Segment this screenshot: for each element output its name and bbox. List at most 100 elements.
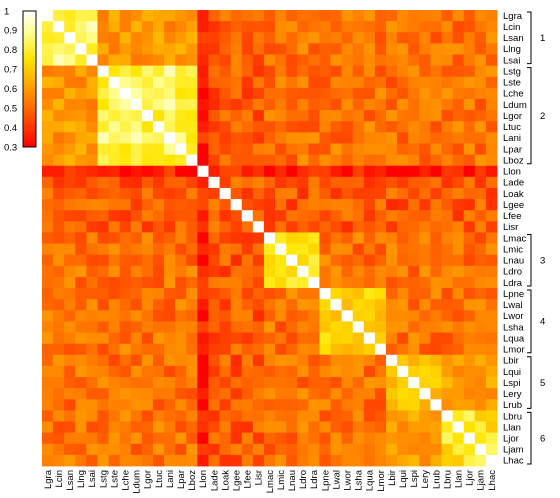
heatmap-cell xyxy=(485,165,498,178)
heatmap-cell xyxy=(186,365,198,378)
heatmap-cell xyxy=(97,399,109,411)
heatmap-cell xyxy=(164,43,176,55)
heatmap-cell xyxy=(130,199,143,211)
heatmap-cell xyxy=(230,10,243,22)
heatmap-cell xyxy=(441,388,454,400)
heatmap-cell xyxy=(386,276,398,289)
heatmap-cell xyxy=(352,365,365,378)
heatmap-cell xyxy=(130,187,143,200)
heatmap-cell xyxy=(485,154,498,167)
heatmap-cell xyxy=(463,187,476,200)
heatmap-cell xyxy=(452,410,465,422)
heatmap-cell xyxy=(108,432,121,445)
row-label: Lmor xyxy=(503,345,525,356)
heatmap-cell xyxy=(286,32,298,44)
heatmap-cell xyxy=(463,232,476,244)
heatmap-cell xyxy=(219,187,232,200)
heatmap-cell xyxy=(330,65,343,78)
heatmap-cell xyxy=(474,76,487,89)
heatmap-cell xyxy=(108,299,121,311)
heatmap-cell xyxy=(430,243,442,256)
heatmap-cell xyxy=(408,199,420,211)
heatmap-cell xyxy=(75,410,87,422)
heatmap-cell xyxy=(152,443,165,456)
heatmap-cell xyxy=(42,310,54,322)
heatmap-cell xyxy=(286,410,298,422)
heatmap-cell xyxy=(474,454,487,467)
heatmap-cell xyxy=(252,176,265,189)
heatmap-cell xyxy=(485,432,498,445)
heatmap-cell xyxy=(275,54,287,67)
heatmap-cell xyxy=(130,143,143,155)
heatmap-cell xyxy=(230,221,243,233)
heatmap-cell xyxy=(363,232,376,244)
row-label: Lisr xyxy=(503,222,518,233)
heatmap-cell xyxy=(186,254,198,267)
column-label: Lwal xyxy=(331,470,342,490)
heatmap-cell xyxy=(308,399,320,411)
heatmap-cell xyxy=(197,310,209,322)
heatmap-cell xyxy=(64,32,76,44)
heatmap-cell xyxy=(275,65,287,78)
heatmap-cell xyxy=(75,232,87,244)
heatmap-cell xyxy=(474,187,487,200)
heatmap-cell xyxy=(441,221,454,233)
heatmap-cell xyxy=(42,388,54,400)
heatmap-cell xyxy=(108,310,121,322)
heatmap-cell xyxy=(141,432,154,445)
column-label: Lgee xyxy=(232,470,243,491)
heatmap-cell xyxy=(397,365,409,378)
heatmap-cell xyxy=(352,76,365,89)
heatmap-cell xyxy=(319,221,331,233)
heatmap-cell xyxy=(408,87,420,100)
heatmap-cell xyxy=(241,432,254,445)
heatmap-cell xyxy=(308,154,320,167)
heatmap-cell xyxy=(363,165,376,178)
heatmap-cell xyxy=(330,21,343,33)
row-label: Lmic xyxy=(503,244,523,255)
heatmap-cell xyxy=(141,165,154,178)
column-label: Lade xyxy=(209,470,220,491)
heatmap-cell xyxy=(119,243,132,256)
heatmap-cell xyxy=(64,265,76,278)
heatmap-cell xyxy=(230,410,243,422)
heatmap-cell xyxy=(86,254,98,267)
heatmap-cell xyxy=(408,288,420,300)
heatmap-cell xyxy=(241,154,254,167)
heatmap-cell xyxy=(374,43,387,55)
heatmap-cell xyxy=(485,365,498,378)
heatmap-cell xyxy=(219,76,232,89)
heatmap-cell xyxy=(219,210,232,222)
heatmap-cell xyxy=(286,299,298,311)
heatmap-cell xyxy=(397,310,409,322)
heatmap-cell xyxy=(75,132,87,144)
heatmap-cell xyxy=(308,354,320,367)
heatmap-cell xyxy=(42,454,54,467)
heatmap-cell xyxy=(219,243,232,256)
heatmap-cell xyxy=(363,54,376,67)
heatmap-cell xyxy=(419,10,431,22)
column-label: Lbru xyxy=(442,470,453,489)
heatmap-cell xyxy=(108,365,121,378)
heatmap-cell xyxy=(363,76,376,89)
row-label: Lcin xyxy=(503,22,520,33)
heatmap-cell xyxy=(75,432,87,445)
heatmap-cell xyxy=(374,421,387,434)
heatmap-cell xyxy=(485,221,498,233)
heatmap-cell xyxy=(197,399,209,411)
column-label: Ldra xyxy=(309,469,320,489)
heatmap-cell xyxy=(363,143,376,155)
heatmap-cell xyxy=(397,254,409,267)
heatmap-cell xyxy=(341,176,354,189)
heatmap-cell xyxy=(474,310,487,322)
heatmap-cell xyxy=(197,121,209,133)
heatmap-cell xyxy=(352,310,365,322)
heatmap-cell xyxy=(175,454,187,467)
heatmap-cell xyxy=(263,265,276,278)
heatmap-cell xyxy=(130,310,143,322)
heatmap-cell xyxy=(308,98,320,111)
heatmap-cell xyxy=(42,65,54,78)
heatmap-cell xyxy=(75,54,87,67)
heatmap-cell xyxy=(297,243,309,256)
heatmap-cell xyxy=(275,43,287,55)
